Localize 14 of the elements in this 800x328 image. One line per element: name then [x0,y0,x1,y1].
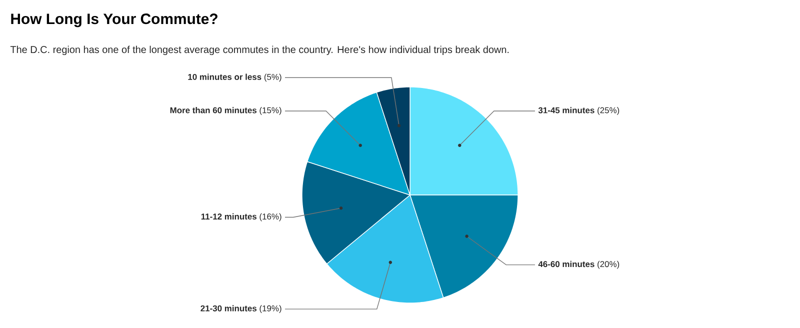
data-label: (16%) [260,213,282,222]
slice-label: 46-60 minutes [538,260,594,268]
chart-subtitle: The D.C. region has one of the longest average commutes in the country. Here's how individual trips break down. [10,46,509,56]
data-label: (5%) [264,74,282,82]
data-label: (20%) [598,260,620,269]
slice-label: 21-30 minutes [200,305,256,312]
slice-label: More than 60 minutes [170,107,256,114]
data-label: (15%) [260,107,282,115]
data-label: (25%) [598,107,620,115]
slice-label: 31-45 minutes [538,107,594,114]
slice-label: 11-12 minutes [201,213,256,220]
chart-title: How Long Is Your Commute? [11,14,218,28]
data-label: (19%) [260,305,282,314]
slice-label: 10 minutes or less [188,74,262,80]
